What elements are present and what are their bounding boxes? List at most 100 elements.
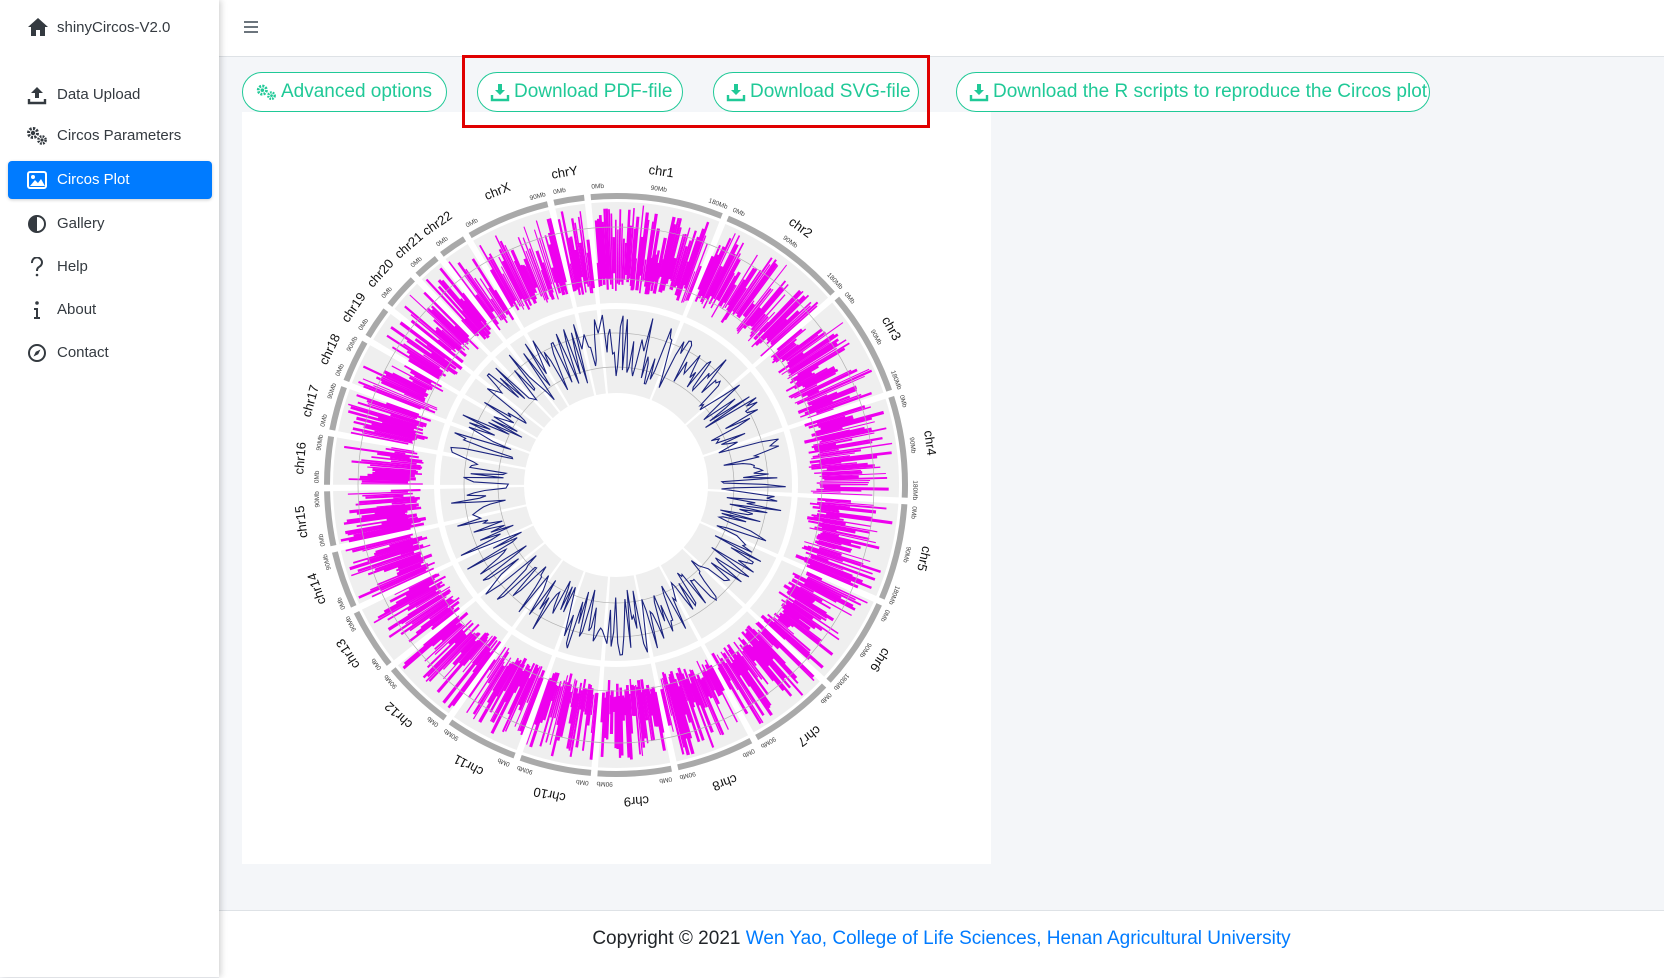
compass-icon [26, 343, 48, 363]
bar-mark [619, 209, 620, 284]
sidebar: shinyCircos-V2.0 Data Upload Circos Para… [0, 0, 219, 977]
author-link[interactable]: Wen Yao, College of Life Sciences, Henan… [746, 928, 1291, 949]
sidebar-item-label: Circos Parameters [57, 127, 181, 144]
upload-icon [26, 85, 48, 105]
chromosome-label: chrX [482, 179, 513, 203]
tick-label: 90Mb [316, 434, 325, 451]
tick-label: 0Mb [741, 747, 756, 759]
top-navbar [219, 0, 1664, 57]
tick-label: 0Mb [314, 470, 321, 483]
chromosome-label: chr21 [391, 229, 425, 262]
sidebar-item-circos-plot[interactable]: Circos Plot [8, 161, 212, 199]
chromosome-label: chr12 [381, 699, 415, 732]
chromosome-label: chr14 [304, 571, 329, 607]
tick-label: 0Mb [435, 235, 450, 248]
chromosome-label: chr7 [795, 723, 824, 750]
bar-mark [610, 695, 611, 714]
tick-label: 0Mb [496, 756, 511, 767]
chromosome-label: chr3 [879, 314, 905, 343]
tick-label: 0Mb [591, 183, 604, 191]
advanced-options-button[interactable]: Advanced options [242, 72, 447, 112]
tick-label: 0Mb [898, 394, 908, 408]
sidebar-item-label: About [57, 301, 96, 318]
tick-label: 90Mb [901, 546, 912, 564]
chromosome-label: chr18 [316, 331, 343, 367]
tick-label: 0Mb [318, 533, 327, 547]
tick-label: 90Mb [596, 780, 613, 788]
advanced-options-label: Advanced options [281, 81, 432, 103]
chromosome-label: chr2 [786, 214, 815, 241]
gears-icon [26, 126, 48, 146]
image-icon [26, 170, 48, 190]
bar-mark [602, 693, 604, 723]
tick-label: 0Mb [334, 363, 345, 378]
tick-label: 90Mb [678, 770, 696, 781]
sidebar-item-data-upload[interactable]: Data Upload [8, 76, 212, 114]
sidebar-item-label: Data Upload [57, 86, 140, 103]
info-icon [26, 300, 48, 320]
ideogram-segment [553, 195, 584, 206]
bar-mark [611, 690, 612, 734]
ideogram-segment [324, 436, 334, 485]
tick-label: 90Mb [650, 185, 667, 194]
chromosome-label: chr8 [710, 771, 739, 794]
sidebar-item-contact[interactable]: Contact [8, 334, 212, 372]
chromosome-label: chr1 [648, 162, 675, 180]
bar-mark [619, 696, 620, 758]
contrast-icon [26, 214, 48, 234]
tick-label: 90Mb [322, 553, 333, 571]
chromosome-label: chr6 [867, 645, 893, 674]
chromosome-label: chr13 [333, 636, 363, 672]
download-r-scripts-label: Download the R scripts to reproduce the … [993, 81, 1427, 103]
home-icon [27, 17, 49, 37]
highlight-box [462, 55, 930, 128]
question-icon [26, 257, 48, 277]
tick-label: 0Mb [909, 506, 917, 520]
download-r-scripts-button[interactable]: Download the R scripts to reproduce the … [956, 72, 1430, 112]
chromosome-label: chrY [550, 163, 579, 182]
bar-mark [817, 483, 869, 484]
sidebar-item-label: Gallery [57, 215, 105, 232]
chromosome-label: chr20 [364, 256, 397, 290]
sidebar-item-gallery[interactable]: Gallery [8, 205, 212, 243]
tick-label: 0Mb [879, 608, 891, 623]
tick-label: 180Mb [911, 480, 918, 500]
tick-label: 90Mb [516, 764, 534, 776]
bar-mark [623, 695, 624, 720]
tick-label: 90Mb [908, 437, 917, 454]
chromosome-label: chr22 [420, 208, 455, 239]
tick-label: 90Mb [314, 491, 322, 508]
brand-title: shinyCircos-V2.0 [57, 19, 170, 36]
chromosome-label: chr11 [451, 752, 486, 780]
copyright-text: Copyright © 2021 [592, 928, 745, 949]
bar-mark [816, 490, 861, 491]
tick-label: 0Mb [319, 413, 329, 427]
sidebar-item-circos-parameters[interactable]: Circos Parameters [8, 117, 212, 155]
footer: Copyright © 2021 Wen Yao, College of Lif… [219, 910, 1664, 978]
chromosome-label: chr4 [921, 429, 939, 456]
gears-icon [255, 81, 277, 103]
sidebar-item-help[interactable]: Help [8, 248, 212, 286]
bar-mark [362, 482, 408, 483]
sidebar-item-label: Help [57, 258, 88, 275]
tick-label: 0Mb [465, 217, 480, 229]
tick-label: 90Mb [529, 191, 547, 202]
tick-label: 0Mb [575, 778, 589, 786]
chromosome-label: chr16 [291, 441, 309, 475]
chromosome-label: chr5 [914, 545, 934, 573]
tick-label: 0Mb [336, 596, 348, 611]
tick-label: 0Mb [357, 317, 370, 332]
tick-label: 90Mb [326, 382, 338, 400]
tick-label: 0Mb [553, 187, 567, 196]
sidebar-item-about[interactable]: About [8, 291, 212, 329]
brand-link[interactable]: shinyCircos-V2.0 [0, 0, 219, 57]
chromosome-label: chr15 [292, 505, 311, 539]
download-icon [969, 81, 989, 103]
sidebar-item-label: Circos Plot [57, 171, 130, 188]
hamburger-icon[interactable] [243, 18, 261, 34]
sidebar-item-label: Contact [57, 344, 109, 361]
bar-mark [824, 488, 889, 489]
bar-mark [391, 490, 421, 491]
